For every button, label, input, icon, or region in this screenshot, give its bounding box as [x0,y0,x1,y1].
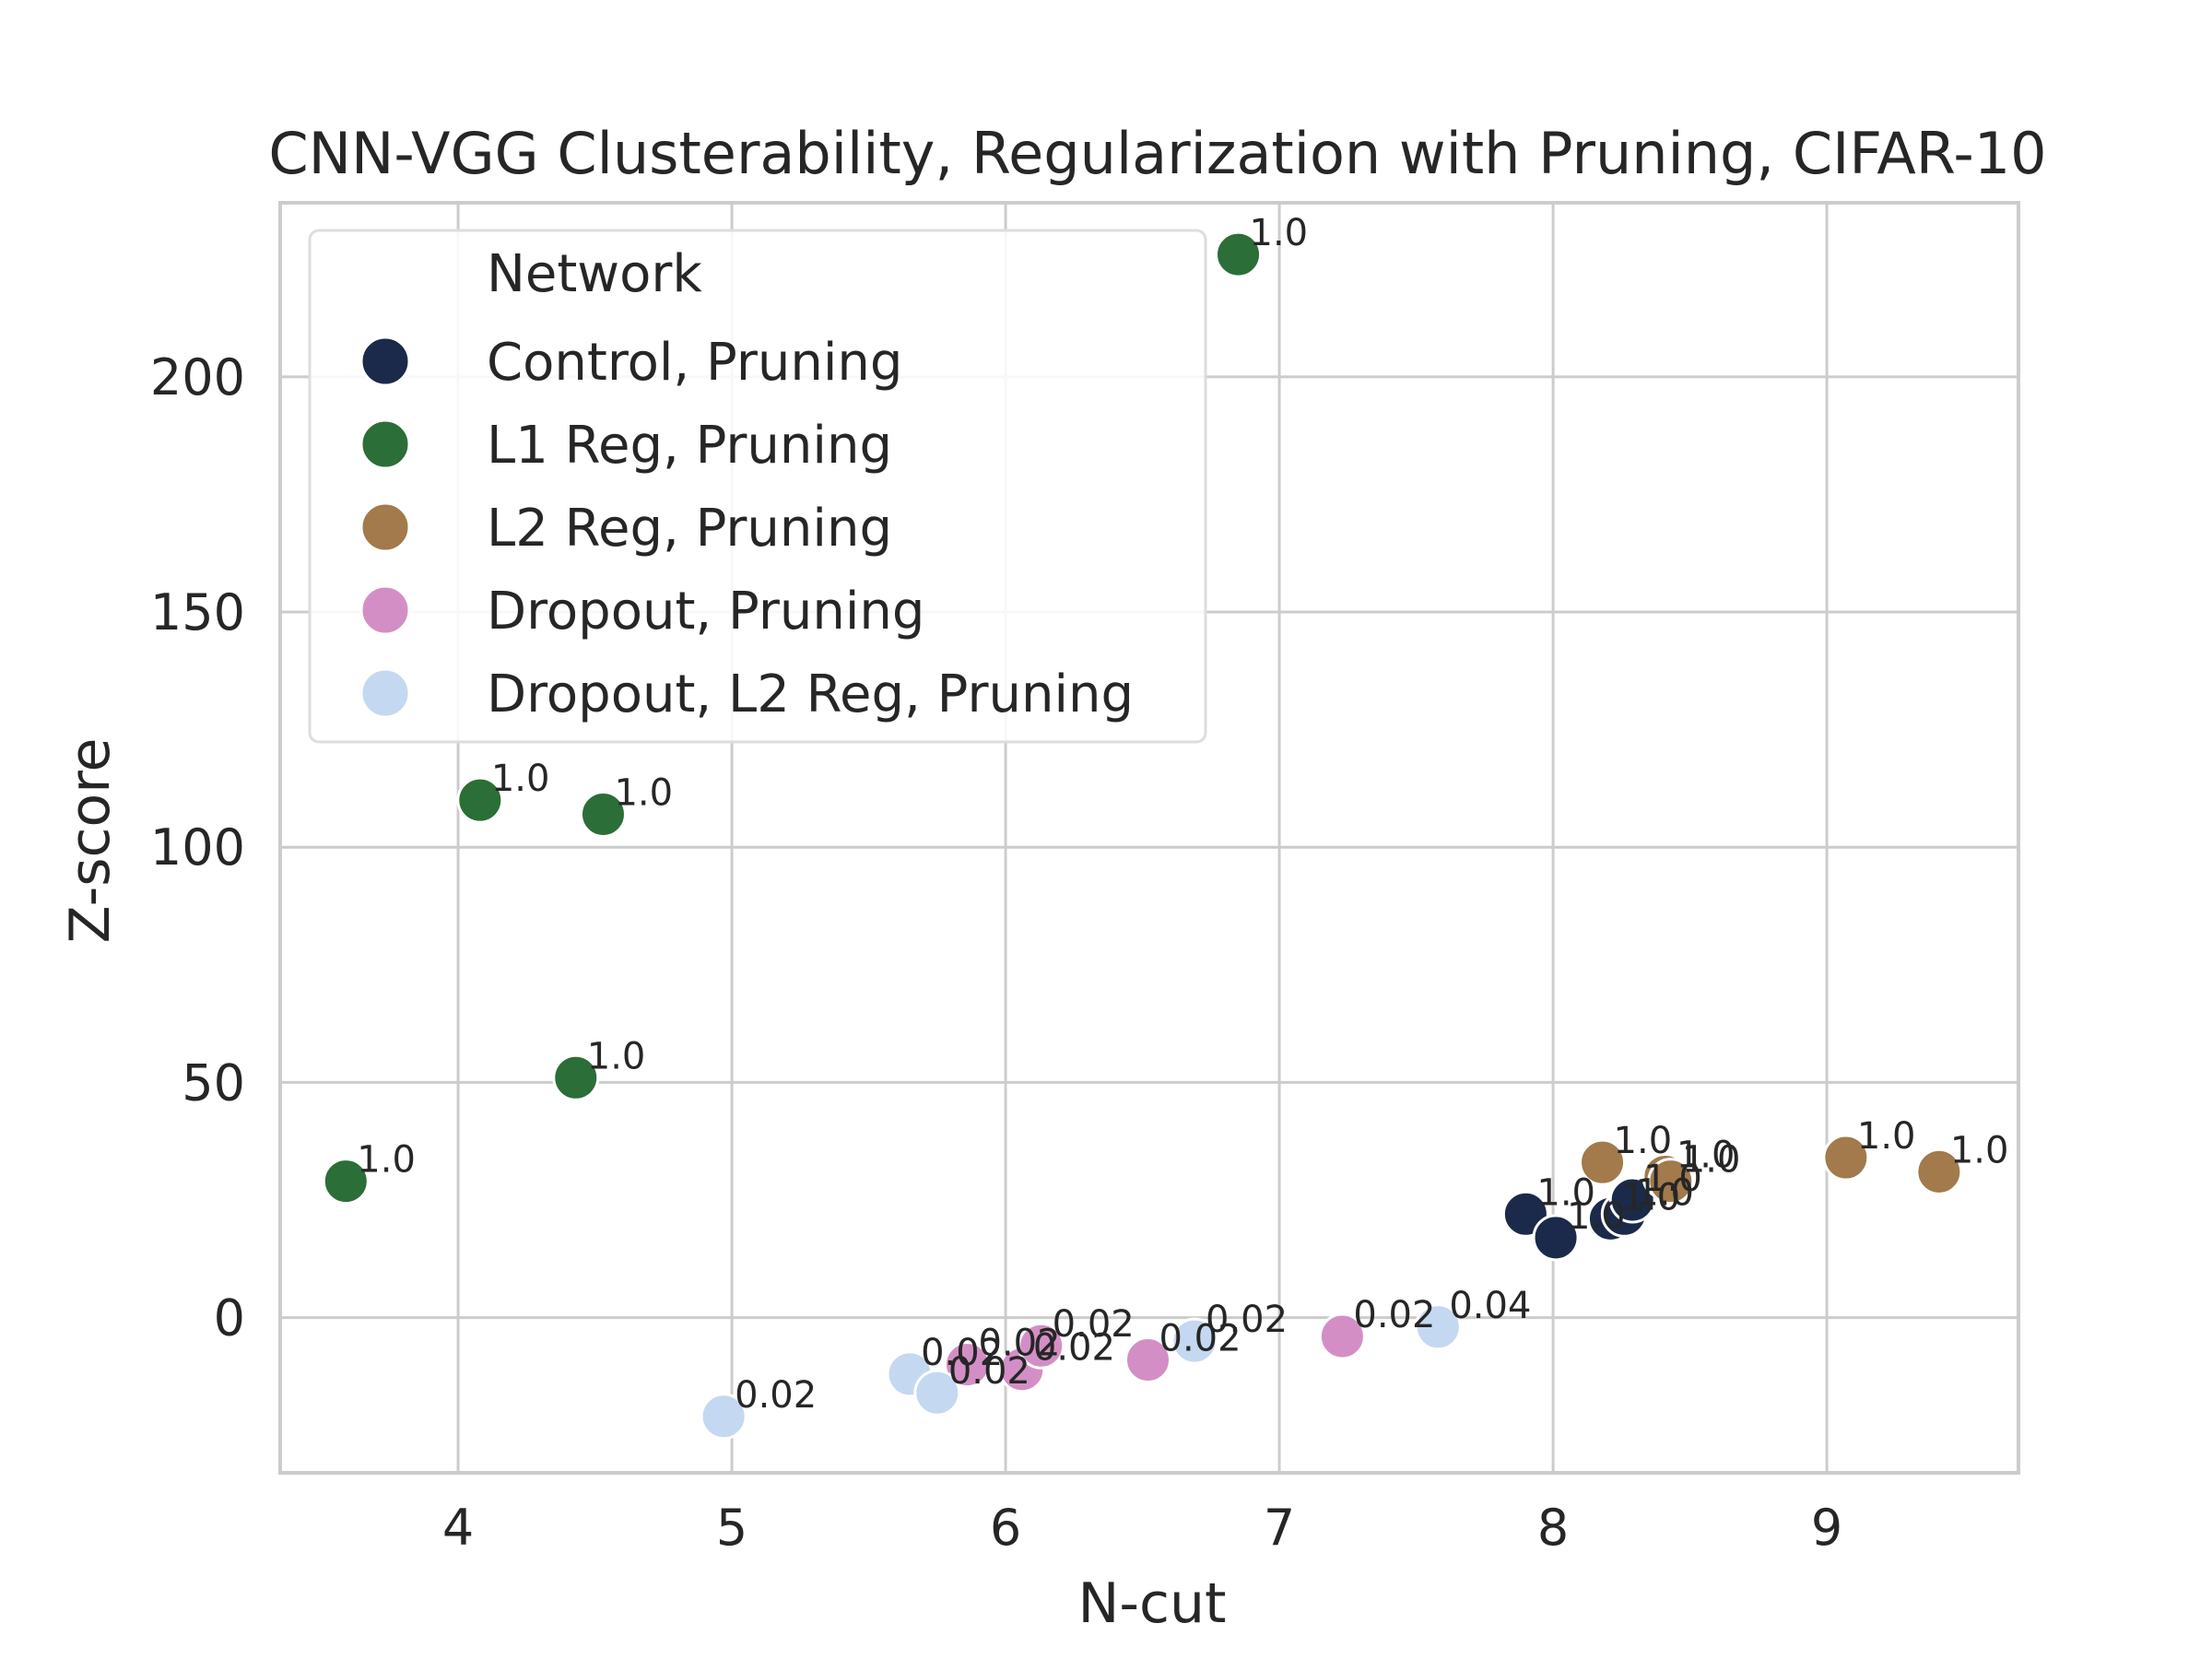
point-label: 1.0 [1614,1120,1673,1162]
point-label: 1.0 [1567,1195,1626,1238]
legend-label: L1 Reg, Pruning [487,416,892,476]
data-point [943,1341,991,1389]
data-point [1018,1322,1065,1370]
point-label: 0.02 [1353,1294,1435,1336]
data-point [322,1158,370,1206]
legend-marker [359,418,411,470]
point-label: 0.04 [1449,1285,1531,1327]
legend-label: L2 Reg, Pruning [487,499,892,559]
x-tick-label: 6 [990,1499,1021,1557]
x-tick-label: 4 [442,1499,474,1557]
data-points [322,230,1963,1441]
data-point [552,1053,600,1101]
data-point [1318,1312,1366,1360]
y-tick-label: 50 [182,1053,245,1112]
legend-marker [359,584,411,636]
legend-marker [359,335,411,387]
data-point [1532,1214,1580,1262]
point-label: 1.0 [491,758,550,800]
point-label: 0.02 [1053,1303,1135,1346]
point-label: 1.0 [1635,1171,1694,1214]
data-point [1647,1158,1695,1206]
point-label: 0.02 [1033,1327,1115,1370]
x-tick-label: 9 [1811,1499,1842,1557]
point-label: 1.0 [587,1035,646,1077]
y-tick-label: 150 [150,583,245,641]
point-label: 1.0 [1682,1139,1741,1182]
data-point [700,1393,747,1441]
x-axis-label: N-cut [1077,1571,1226,1636]
chart-title: CNN-VGG Clusterability, Regularization w… [268,120,2046,187]
point-label: 1.0 [614,771,673,814]
point-label: 1.0 [1536,1171,1595,1214]
data-point [1608,1176,1656,1224]
point-label: 1.0 [1677,1134,1735,1176]
point-label: 0.02 [735,1374,817,1417]
legend: Network Control, Pruning L1 Reg, Pruning L… [308,229,1207,744]
data-point [456,776,504,824]
data-point [913,1369,961,1417]
data-point [579,790,627,838]
legend-label: Dropout, Pruning [487,582,924,641]
data-point [1171,1317,1218,1365]
point-label: 1.0 [1643,1158,1702,1200]
data-point [1579,1138,1627,1186]
y-axis-label: Z-score [58,738,123,944]
data-point [1915,1147,1963,1195]
data-point [1124,1336,1172,1384]
x-tick-label: 7 [1264,1499,1295,1557]
legend-title: Network [487,244,702,304]
point-label: 1.0 [1950,1129,2009,1171]
point-label: 0.02 [1159,1318,1241,1360]
legend-marker [359,501,411,553]
legend-marker [359,667,411,719]
y-tick-label: 200 [150,348,245,406]
point-labels: 1.01.01.01.01.01.01.0 1.01.01.0 1.0 1.01.01… [357,212,2008,1417]
data-point [1822,1134,1870,1182]
plot-area-frame [278,201,2020,1475]
y-tick-label: 100 [150,818,245,877]
point-label: 1.0 [1250,212,1309,254]
point-label: 1.0 [1621,1176,1680,1218]
x-tick-label: 5 [716,1499,747,1557]
tick-labels: 4 5 6 7 8 9 0 50 100 150 200 [150,348,1842,1557]
x-tick-label: 8 [1537,1499,1569,1557]
data-point [1414,1303,1462,1351]
point-label: 1.0 [357,1139,416,1182]
y-tick-label: 0 [214,1289,245,1347]
legend-label: Dropout, L2 Reg, Pruning [487,665,1134,724]
legend-items: Control, Pruning L1 Reg, Pruning L2 Reg, P… [359,333,1134,724]
point-label: 0.02 [978,1323,1060,1365]
point-label: 0.02 [948,1350,1030,1393]
point-label: 1.0 [1857,1115,1916,1158]
legend-label: Control, Pruning [487,333,902,393]
point-label: 0.02 [921,1332,1003,1374]
point-label: 0.02 [1206,1299,1288,1341]
legend-box [308,229,1207,744]
data-point [1215,230,1263,278]
